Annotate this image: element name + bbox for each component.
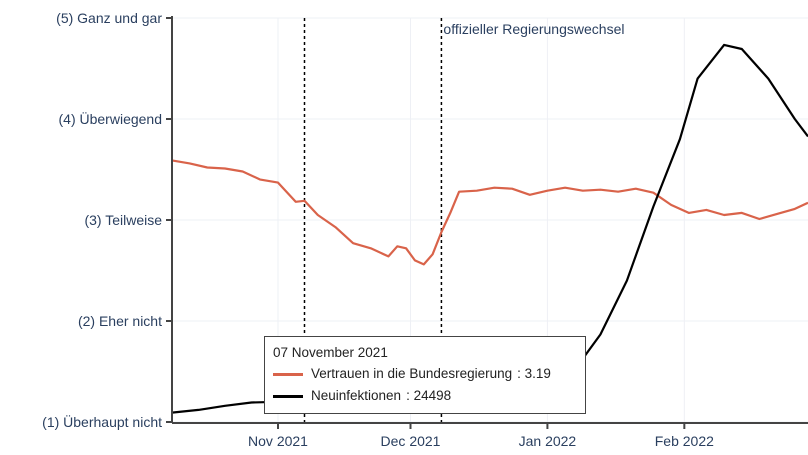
event-annotation-1: offizieller Regierungswechsel bbox=[443, 21, 624, 37]
x-tick-label-1: Dec 2021 bbox=[381, 433, 441, 449]
y-tick-label-2: (3) Teilweise bbox=[84, 212, 162, 228]
series-line-0 bbox=[171, 159, 808, 266]
gridlines bbox=[172, 17, 808, 423]
x-tick-label-2: Jan 2022 bbox=[519, 433, 577, 449]
x-tick-label-3: Feb 2022 bbox=[655, 433, 714, 449]
hover-trust-label: Vertrauen in die Bundesregierung bbox=[311, 366, 513, 381]
hover-infections-label: Neuinfektionen bbox=[311, 388, 402, 403]
hover-tooltip: 07 November 2021 Vertrauen in die Bundes… bbox=[264, 336, 586, 414]
x-tick-label-0: Nov 2021 bbox=[248, 433, 308, 449]
y-tick-label-3: (4) Überwiegend bbox=[59, 110, 163, 127]
y-tick-label-4: (5) Ganz und gar bbox=[56, 10, 162, 26]
hover-trust-value: : 3.19 bbox=[517, 366, 551, 381]
y-tick-label-0: (1) Überhaupt nicht bbox=[42, 413, 162, 430]
hover-date: 07 November 2021 bbox=[273, 345, 388, 360]
trust-swatch-icon bbox=[273, 372, 303, 376]
hover-infections-value: : 24498 bbox=[406, 388, 452, 403]
infections-swatch-icon bbox=[273, 394, 303, 398]
axes: (1) Überhaupt nicht (2) Eher nicht (3) Tei… bbox=[42, 10, 808, 449]
y-tick-label-1: (2) Eher nicht bbox=[78, 313, 162, 329]
hover-row-infections: Neuinfektionen : 24498 bbox=[273, 385, 577, 407]
hover-row-trust: Vertrauen in die Bundesregierung : 3.19 bbox=[273, 363, 577, 385]
